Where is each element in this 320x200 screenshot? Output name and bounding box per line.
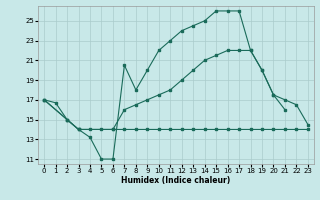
X-axis label: Humidex (Indice chaleur): Humidex (Indice chaleur) bbox=[121, 176, 231, 185]
